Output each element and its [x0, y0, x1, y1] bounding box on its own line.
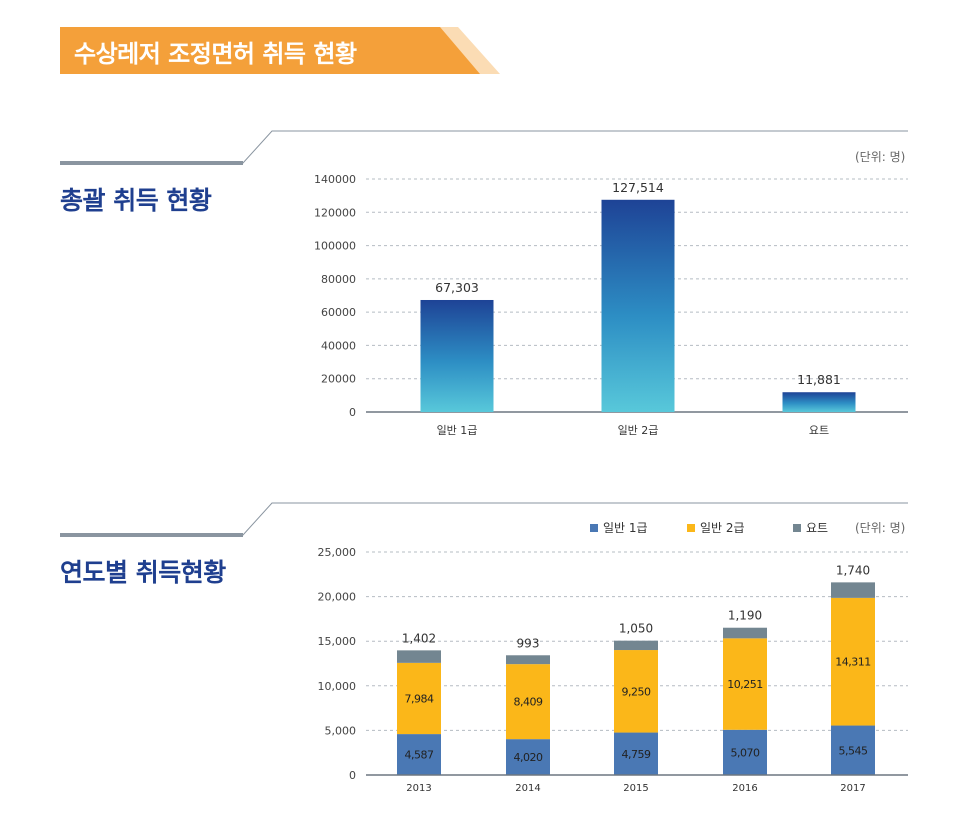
bar [601, 199, 675, 412]
legend-item-general2: 일반 2급 [687, 519, 745, 536]
y-tick-label: 100000 [314, 240, 356, 253]
data-label: 1,402 [402, 631, 436, 645]
legend-item-general1: 일반 1급 [590, 519, 648, 536]
y-tick-label: 15,000 [318, 635, 357, 648]
data-label: 9,250 [622, 685, 651, 698]
unit-label-overall: (단위: 명) [855, 150, 906, 164]
title-banner: 수상레저 조정면허 취득 현황 [60, 27, 500, 74]
data-label: 10,251 [727, 678, 763, 691]
data-label: 127,514 [612, 180, 664, 195]
y-tick-label: 80000 [321, 273, 356, 286]
data-label: 5,070 [731, 746, 760, 759]
legend-swatch-general1 [590, 524, 598, 532]
legend-item-yacht: 요트 [793, 519, 828, 536]
legend-swatch-yacht [793, 524, 801, 532]
x-tick-label: 2017 [840, 783, 865, 794]
y-tick-label: 25,000 [318, 546, 357, 559]
segment-general1 [831, 725, 875, 775]
y-tick-label: 120000 [314, 206, 356, 219]
segment-general1 [614, 732, 658, 775]
x-tick-label: 2016 [732, 783, 757, 794]
section-title-yearly: 연도별 취득현황 [60, 558, 226, 587]
data-label: 1,050 [619, 622, 653, 636]
segment-yacht [614, 640, 658, 651]
legend-swatch-general2 [687, 524, 695, 532]
bar [420, 299, 494, 412]
page-title: 수상레저 조정면허 취득 현황 [74, 40, 357, 68]
banner-body [60, 27, 480, 74]
legend-label-general2: 일반 2급 [700, 521, 745, 535]
x-tick-label: 2015 [623, 783, 648, 794]
x-tick-label: 2014 [515, 783, 540, 794]
y-tick-label: 10,000 [318, 680, 357, 693]
data-label: 5,545 [839, 744, 868, 757]
segment-general1 [723, 729, 767, 775]
unit-label-yearly: (단위: 명) [855, 521, 906, 535]
y-tick-label: 0 [349, 406, 356, 419]
data-label: 67,303 [435, 280, 479, 295]
segment-general2 [831, 597, 875, 726]
y-tick-label: 40000 [321, 339, 356, 352]
data-label: 4,587 [405, 749, 434, 762]
segment-general1 [397, 734, 441, 775]
banner-shape [60, 27, 500, 74]
segment-yacht [397, 650, 441, 663]
x-tick-label: 일반 2급 [618, 423, 659, 437]
section-title-overall: 총괄 취득 현황 [60, 186, 212, 215]
x-tick-label: 일반 1급 [437, 423, 478, 437]
segment-general2 [506, 664, 550, 740]
data-label: 4,020 [514, 751, 543, 764]
y-tick-label: 20,000 [318, 591, 357, 604]
segment-yacht [723, 627, 767, 639]
data-label: 14,311 [835, 656, 871, 669]
segment-yacht [506, 655, 550, 665]
y-tick-label: 5,000 [325, 724, 357, 737]
y-tick-label: 20000 [321, 373, 356, 386]
segment-general1 [506, 739, 550, 775]
data-label: 1,740 [836, 563, 870, 577]
y-tick-label: 0 [349, 769, 356, 782]
segment-general2 [397, 662, 441, 735]
data-label: 4,759 [622, 748, 651, 761]
bar [782, 392, 856, 412]
data-label: 8,409 [514, 696, 543, 709]
legend-label-yacht: 요트 [806, 521, 829, 535]
segment-yacht [831, 582, 875, 598]
segment-general2 [614, 650, 658, 733]
data-label: 993 [517, 636, 540, 650]
segment-general2 [723, 638, 767, 730]
x-tick-label: 요트 [809, 424, 829, 437]
y-tick-label: 140000 [314, 173, 356, 186]
legend-label-general1: 일반 1급 [603, 521, 648, 535]
data-label: 11,881 [797, 372, 841, 387]
data-label: 7,984 [405, 692, 434, 705]
y-tick-label: 60000 [321, 306, 356, 319]
x-tick-label: 2013 [406, 783, 431, 794]
data-label: 1,190 [728, 609, 762, 623]
